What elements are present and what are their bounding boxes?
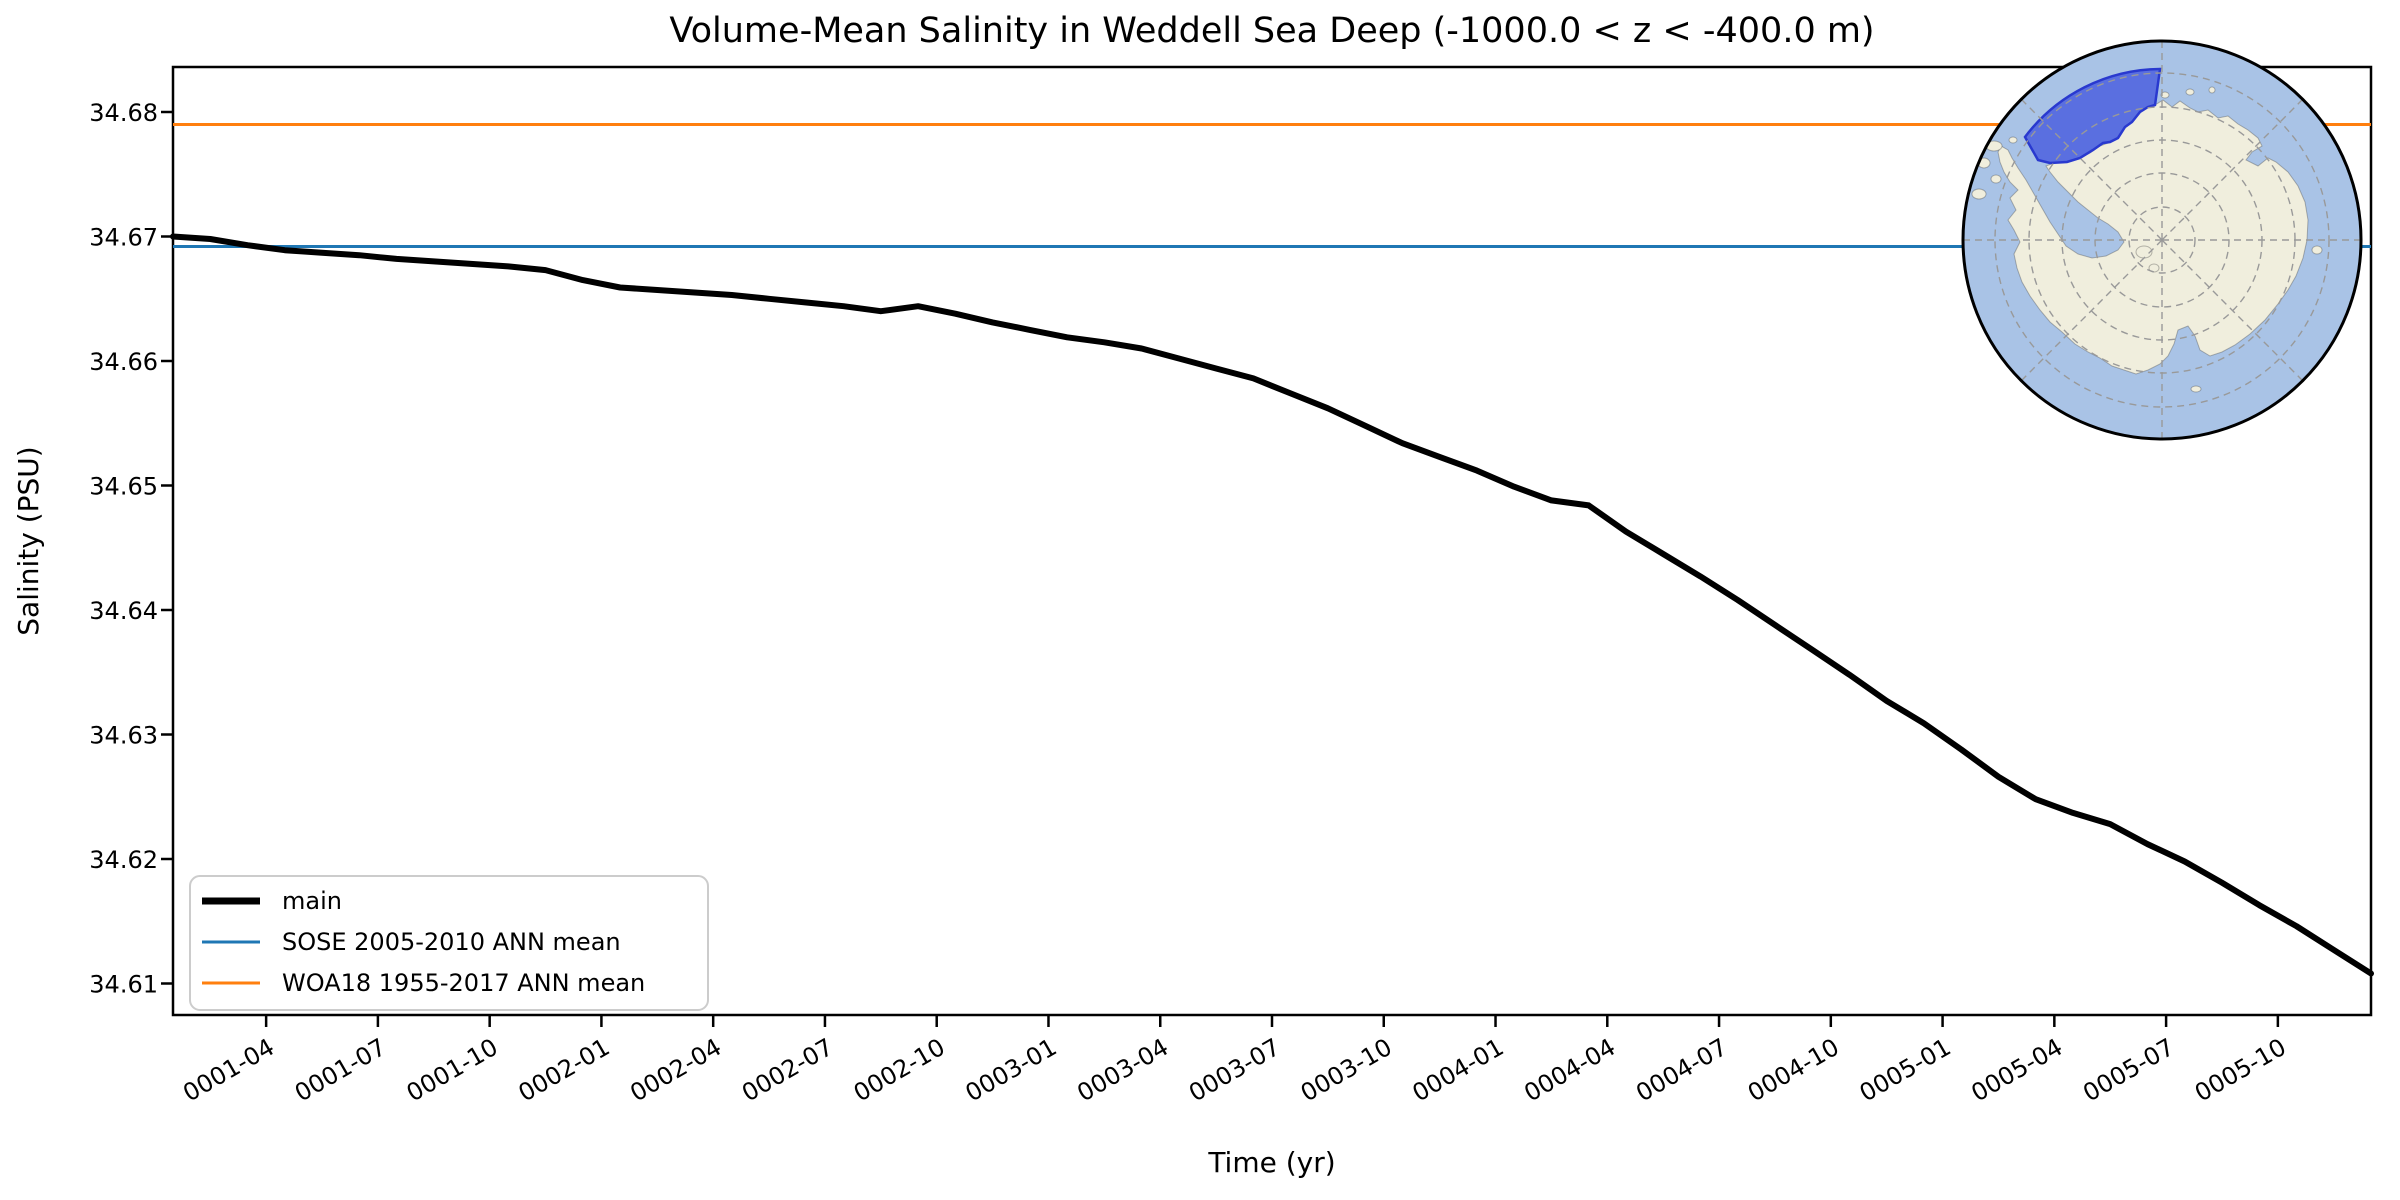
- y-tick-label: 34.67: [89, 224, 158, 252]
- y-tick-label: 34.62: [89, 846, 158, 874]
- x-tick-label: 0002-10: [849, 1033, 950, 1107]
- legend-label-woa18: WOA18 1955-2017 ANN mean: [282, 969, 645, 997]
- y-tick-label: 34.66: [89, 348, 158, 376]
- x-tick-label: 0003-07: [1184, 1033, 1285, 1107]
- x-tick-label: 0005-10: [2190, 1033, 2291, 1107]
- y-tick-label: 34.61: [89, 971, 158, 999]
- x-axis-ticks: 0001-04 0001-07 0001-10 0002-01 0002-04 0002-…: [178, 1015, 2291, 1107]
- y-axis-ticks: 34.68 34.67 34.66 34.65 34.64 34.63 34.62 34.61: [89, 99, 173, 999]
- x-tick-label: 0004-04: [1519, 1033, 1620, 1107]
- islands: [1971, 86, 2323, 393]
- x-tick-label: 0001-04: [178, 1033, 279, 1107]
- x-tick-label: 0005-01: [1855, 1033, 1956, 1107]
- graticule: [1963, 41, 2361, 439]
- x-tick-label: 0003-10: [1296, 1033, 1397, 1107]
- x-tick-label: 0004-10: [1743, 1033, 1844, 1107]
- map-rim: [1961, 39, 2363, 441]
- antarctica-landmass: [1997, 99, 2309, 375]
- x-tick-label: 0003-01: [961, 1033, 1062, 1107]
- y-tick-label: 34.63: [89, 722, 158, 750]
- main-series-line: [170, 233, 2374, 977]
- x-tick-label: 0004-01: [1408, 1033, 1509, 1107]
- legend-frame: [189, 875, 709, 1011]
- x-tick-label: 0004-07: [1631, 1033, 1732, 1107]
- x-tick-label: 0003-04: [1072, 1033, 1173, 1107]
- x-tick-label: 0005-07: [2078, 1033, 2179, 1107]
- x-tick-label: 0005-04: [1966, 1033, 2067, 1107]
- x-tick-label: 0002-07: [737, 1033, 838, 1107]
- x-tick-label: 0002-01: [514, 1033, 615, 1107]
- legend: main SOSE 2005-2010 ANN mean WOA18 1955-…: [189, 875, 709, 1011]
- legend-label-main: main: [282, 887, 342, 915]
- legend-label-sose: SOSE 2005-2010 ANN mean: [282, 928, 621, 956]
- chart-title: Volume-Mean Salinity in Weddell Sea Deep…: [669, 11, 1874, 51]
- x-tick-label: 0002-04: [625, 1033, 726, 1107]
- x-tick-label: 0001-10: [402, 1033, 503, 1107]
- y-tick-label: 34.64: [89, 597, 158, 625]
- y-tick-label: 34.68: [89, 99, 158, 127]
- x-tick-label: 0001-07: [290, 1033, 391, 1107]
- y-axis-label: Salinity (PSU): [12, 446, 45, 635]
- antarctica-inset-map: [1961, 39, 2363, 441]
- y-tick-label: 34.65: [89, 473, 158, 501]
- x-axis-label: Time (yr): [1207, 1146, 1335, 1179]
- weddell-sea-region-highlight: [2023, 67, 2162, 165]
